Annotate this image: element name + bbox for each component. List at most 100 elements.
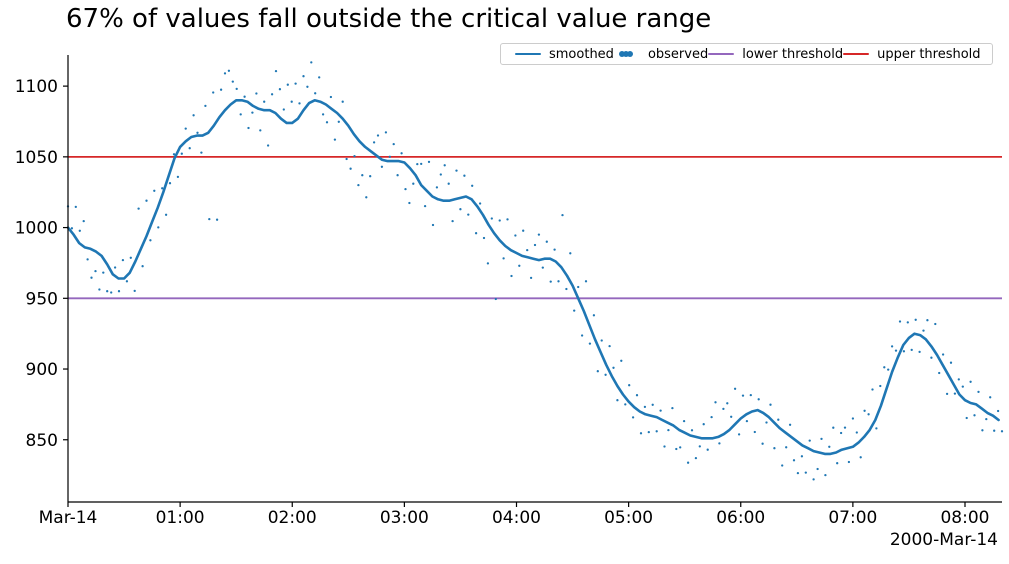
observed-point [926,319,929,322]
observed-point [918,350,921,354]
observed-point [290,100,293,103]
observed-point [910,348,913,352]
observed-point [726,402,729,405]
observed-point [259,129,262,132]
observed-point [498,219,501,222]
observed-point [263,100,266,103]
observed-point [282,108,285,111]
observed-point [541,266,544,269]
observed-point [231,80,234,83]
legend-item-lower-threshold: lower threshold [708,47,843,62]
observed-point [404,187,407,191]
observed-point [698,445,701,448]
observed-point [137,207,140,210]
observed-point [270,93,274,96]
observed-point [212,91,215,94]
observed-point [710,415,713,419]
observed-point [329,95,333,99]
observed-point [125,280,129,283]
observed-point [604,373,607,376]
observed-point [357,183,360,187]
observed-point [663,445,666,448]
observed-point [628,384,631,387]
observed-point [592,314,596,317]
observed-point [890,345,894,348]
y-tick-label: 1000 [15,219,58,239]
observed-point [643,405,647,409]
observed-point [266,144,270,147]
observed-point [447,182,450,185]
observed-point [765,421,768,424]
observed-point [337,120,340,123]
observed-point [274,69,278,73]
x-axis-date-label: 2000-Mar-14 [889,530,998,550]
observed-point [502,257,505,260]
observed-point [361,174,364,177]
observed-scatter [66,61,1004,481]
observed-point [251,111,254,114]
observed-point [631,416,635,419]
observed-point [298,102,301,105]
observed-point [996,409,1000,413]
observed-point [902,350,906,353]
legend-item-observed: observed [614,47,708,62]
legend-item-smoothed: smoothed [515,47,614,62]
observed-point [412,182,415,185]
observed-point [883,366,886,369]
observed-point [949,361,953,364]
observed-point [863,409,866,412]
observed-point [243,95,246,98]
observed-point [506,218,509,221]
observed-point [965,416,968,420]
observed-point [718,442,721,445]
observed-point [443,164,446,167]
observed-point [223,72,227,75]
observed-point [161,187,164,190]
observed-point [596,370,599,373]
observed-point [934,322,937,326]
observed-point [851,417,855,420]
observed-point [894,349,898,352]
observed-point [549,280,552,283]
observed-point [639,432,643,435]
observed-point [682,419,686,423]
observed-point [478,202,482,205]
x-tick-label: 06:00 [716,508,765,528]
observed-point [431,223,435,227]
observed-point [180,152,183,155]
observed-point [769,403,772,406]
y-tick-label: 950 [26,289,58,309]
observed-point [788,423,792,426]
observed-point [985,417,988,421]
observed-point [875,427,878,430]
observed-point [184,127,187,130]
observed-point [208,217,211,221]
observed-point [286,83,289,86]
observed-point [745,419,749,423]
observed-point [518,264,521,267]
y-tick-label: 1050 [15,148,58,168]
observed-point [785,446,788,449]
observed-point [847,460,851,464]
observed-point [392,142,395,146]
observed-point [408,201,411,205]
observed-point [993,429,996,432]
observed-point [117,290,121,293]
observed-point [192,114,195,117]
observed-point [278,88,282,91]
observed-point [773,447,776,450]
observed-point [86,258,89,261]
observed-point [922,329,925,332]
observed-point [749,393,752,397]
x-tick-label: 05:00 [604,508,653,528]
observed-point [215,218,219,221]
observed-point [871,388,874,391]
observed-point [463,174,466,177]
observed-point [612,366,615,369]
observed-point [188,147,191,150]
observed-point [839,431,843,435]
legend-swatch-lower-threshold-line-icon [708,52,735,56]
observed-point [255,92,258,95]
